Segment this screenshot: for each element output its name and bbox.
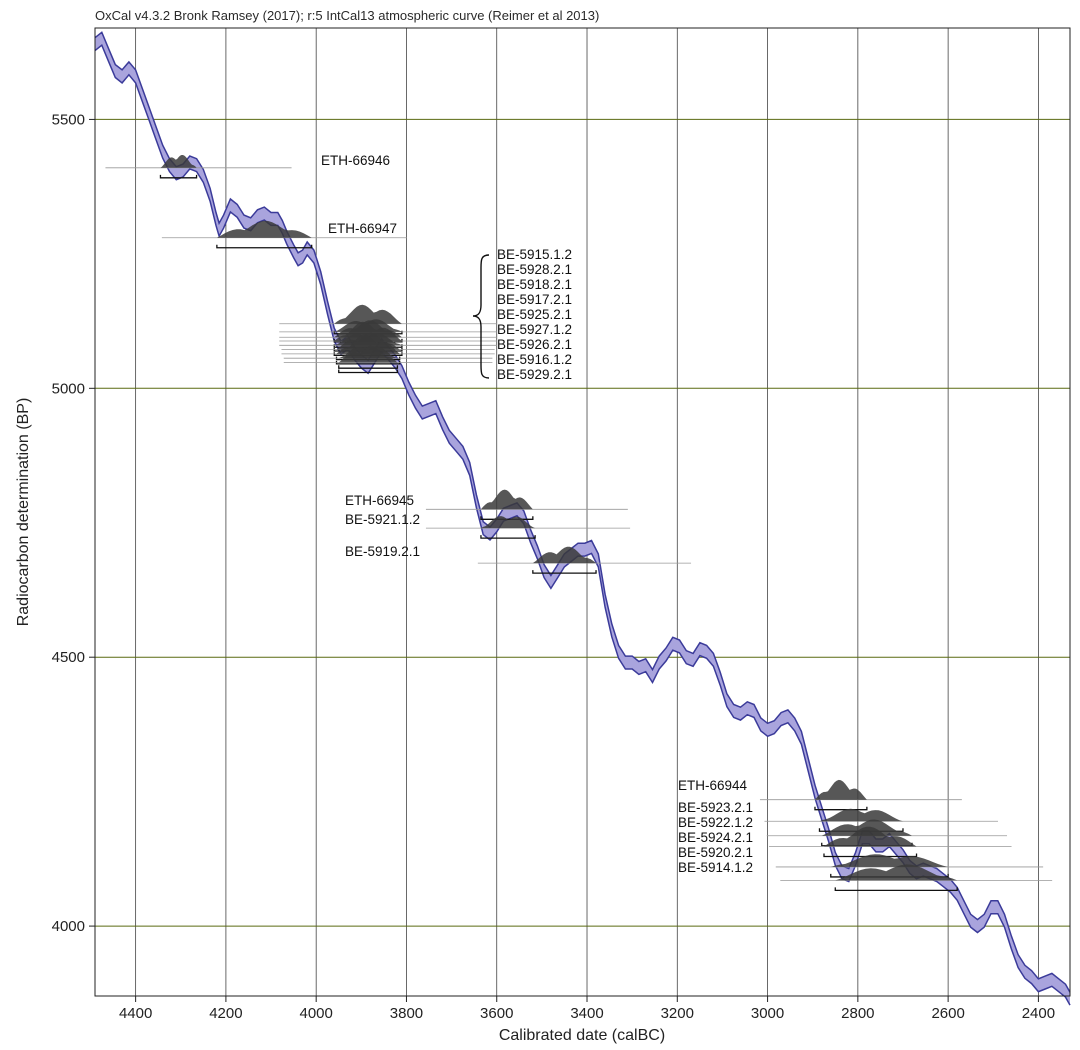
- sample-distribution: [336, 334, 400, 354]
- sample-distribution: [835, 864, 958, 881]
- sample-label: BE-5917.2.1: [497, 292, 572, 307]
- sample-label: BE-5924.2.1: [678, 830, 753, 845]
- sample-label: BE-5925.2.1: [497, 307, 572, 322]
- sample-label: ETH-66947: [328, 221, 397, 236]
- sample-distribution: [824, 826, 917, 847]
- sample-distribution: [815, 779, 867, 800]
- y-tick-label: 4500: [52, 649, 85, 666]
- sample-label: BE-5916.1.2: [497, 352, 572, 367]
- sample-label: BE-5920.2.1: [678, 845, 753, 860]
- sample-range-bracket: [814, 806, 868, 811]
- plot-frame: [94, 27, 1071, 997]
- x-tick-label: 4200: [209, 1005, 242, 1022]
- sample-label: BE-5918.2.1: [497, 277, 572, 292]
- sample-label: BE-5914.1.2: [678, 860, 753, 875]
- x-tick-label: 3200: [661, 1005, 694, 1022]
- sample-distribution: [160, 155, 197, 168]
- sample-distribution: [819, 808, 903, 822]
- grid-lines: [95, 28, 1070, 996]
- calibration-curve-upper: [94, 31, 1071, 993]
- sample-distribution: [334, 304, 402, 324]
- x-tick-label: 3000: [751, 1005, 784, 1022]
- sample-label: BE-5921.1.2: [345, 512, 420, 527]
- sample-range-bracket: [338, 365, 399, 369]
- sample-label: BE-5927.1.2: [497, 322, 572, 337]
- y-tick-label: 5500: [52, 111, 85, 128]
- sample-range-bracket: [480, 535, 536, 539]
- sample-distribution: [216, 220, 312, 238]
- sample-range-bracket: [532, 570, 597, 574]
- sample-distribution: [532, 546, 596, 564]
- x-axis-label: Calibrated date (calBC): [499, 1027, 665, 1044]
- sample-group-brace: [472, 254, 490, 379]
- sample-label: BE-5929.2.1: [497, 367, 572, 382]
- sample-label: ETH-66946: [321, 153, 390, 168]
- y-axis-ticks: 4000 4500 5000 5500: [52, 111, 95, 935]
- x-tick-label: 2400: [1022, 1005, 1055, 1022]
- sample-distribution: [480, 489, 533, 510]
- sample-label: BE-5923.2.1: [678, 800, 753, 815]
- x-tick-label: 2600: [931, 1005, 964, 1022]
- sample-distribution: [338, 345, 398, 363]
- x-axis-ticks: 4400 4200 4000 3800 3600 3400 3200 3000 2800 2600…: [119, 996, 1055, 1022]
- x-tick-label: 4400: [119, 1005, 152, 1022]
- x-tick-label: 3800: [390, 1005, 423, 1022]
- sample-distributions: [105, 155, 1053, 892]
- x-tick-label: 4000: [299, 1005, 332, 1022]
- sample-distribution: [480, 516, 536, 529]
- sample-label: BE-5919.2.1: [345, 544, 420, 559]
- x-tick-label: 2800: [841, 1005, 874, 1022]
- x-tick-label: 3600: [480, 1005, 513, 1022]
- y-tick-label: 5000: [52, 380, 85, 397]
- sample-label: BE-5928.2.1: [497, 262, 572, 277]
- sample-range-bracket: [159, 174, 198, 179]
- sample-label: BE-5926.2.1: [497, 337, 572, 352]
- sample-label: ETH-66944: [678, 778, 748, 793]
- chart-title: OxCal v4.3.2 Bronk Ramsey (2017); r:5 In…: [95, 8, 599, 23]
- sample-label: BE-5915.1.2: [497, 247, 572, 262]
- sample-range-bracket: [834, 887, 958, 892]
- y-axis-label: Radiocarbon determination (BP): [15, 398, 32, 627]
- y-tick-label: 4000: [52, 918, 85, 935]
- sample-label: ETH-66945: [345, 493, 414, 508]
- sample-distribution: [830, 854, 949, 867]
- sample-label: BE-5922.1.2: [678, 815, 753, 830]
- x-tick-label: 3400: [570, 1005, 603, 1022]
- sample-labels: ETH-66946 ETH-66947 BE-5915.1.2BE-5928.2.1…: [321, 153, 753, 875]
- sample-range-bracket: [216, 244, 313, 249]
- sample-range-bracket: [338, 369, 399, 374]
